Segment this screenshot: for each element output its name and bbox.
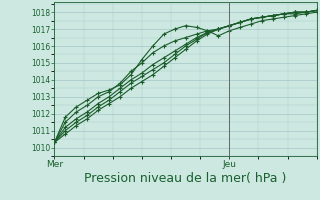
X-axis label: Pression niveau de la mer( hPa ): Pression niveau de la mer( hPa ) [84,172,287,185]
